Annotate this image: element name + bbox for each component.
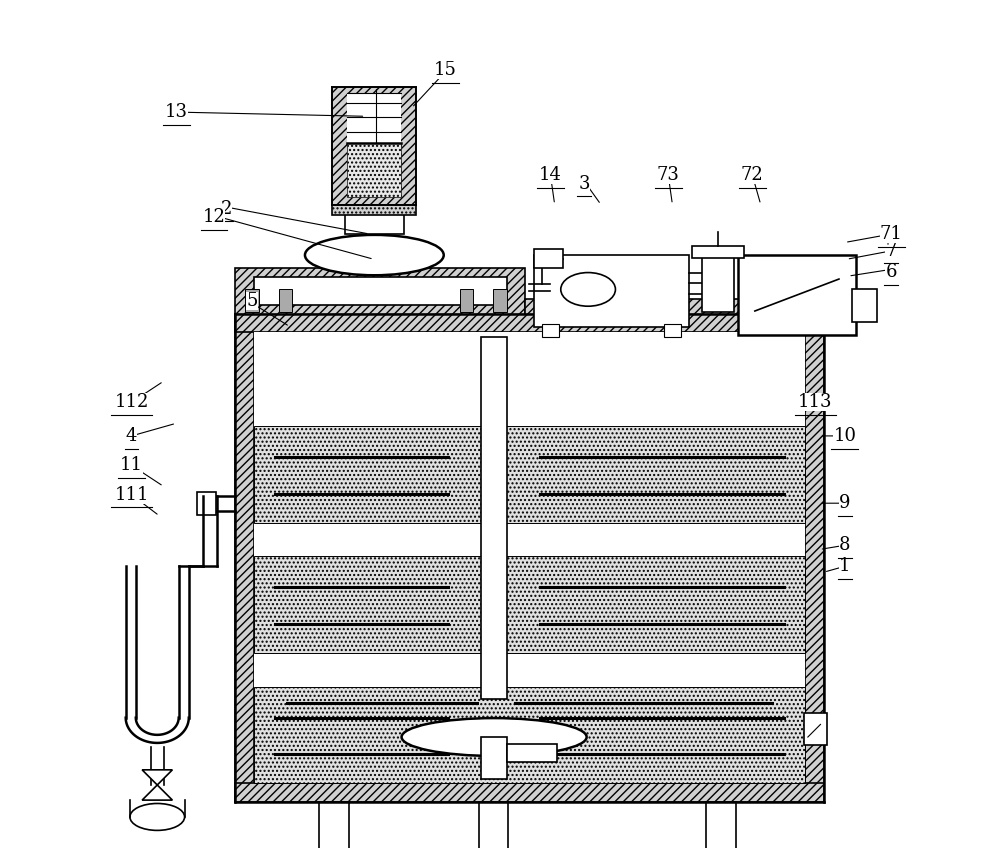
- Bar: [345, 204, 404, 234]
- Bar: [805, 314, 824, 802]
- Bar: [706, 802, 736, 855]
- Text: 73: 73: [657, 166, 680, 184]
- Bar: [254, 277, 507, 304]
- Bar: [254, 557, 805, 653]
- Bar: [279, 289, 292, 312]
- Bar: [507, 744, 557, 763]
- Bar: [664, 324, 681, 337]
- Text: 12: 12: [203, 209, 225, 227]
- Text: 8: 8: [839, 536, 851, 554]
- Bar: [525, 299, 824, 314]
- Bar: [347, 94, 401, 197]
- Text: 13: 13: [165, 103, 188, 121]
- Text: 10: 10: [833, 427, 856, 445]
- Text: 6: 6: [885, 262, 897, 281]
- Bar: [235, 314, 254, 802]
- Bar: [254, 426, 805, 522]
- Bar: [481, 337, 507, 699]
- Text: 4: 4: [126, 427, 137, 445]
- Text: 2: 2: [221, 200, 232, 218]
- Bar: [254, 333, 805, 783]
- Text: 72: 72: [741, 166, 764, 184]
- Text: 15: 15: [434, 61, 457, 79]
- Text: 3: 3: [578, 174, 590, 192]
- Bar: [245, 289, 259, 312]
- Bar: [534, 249, 563, 268]
- Text: 1: 1: [839, 557, 851, 575]
- Bar: [332, 87, 416, 204]
- Ellipse shape: [402, 718, 587, 756]
- Bar: [481, 737, 507, 779]
- Bar: [460, 289, 473, 312]
- Text: 112: 112: [114, 393, 149, 411]
- Text: 9: 9: [839, 494, 851, 512]
- Bar: [235, 314, 824, 333]
- Bar: [319, 802, 349, 855]
- Bar: [235, 268, 525, 314]
- Bar: [197, 492, 216, 515]
- Text: 14: 14: [539, 166, 562, 184]
- Polygon shape: [142, 770, 172, 785]
- Bar: [235, 783, 824, 802]
- Text: 5: 5: [246, 292, 258, 310]
- Bar: [804, 713, 827, 746]
- Ellipse shape: [305, 235, 444, 275]
- Bar: [852, 289, 877, 322]
- Text: 71: 71: [880, 225, 903, 243]
- Polygon shape: [142, 785, 172, 800]
- Bar: [347, 144, 401, 197]
- Bar: [542, 324, 559, 337]
- Text: 113: 113: [798, 393, 833, 411]
- Text: 7: 7: [885, 242, 897, 260]
- Bar: [332, 204, 416, 215]
- Text: 111: 111: [114, 486, 149, 504]
- Bar: [479, 802, 508, 855]
- Bar: [534, 255, 689, 327]
- Bar: [493, 289, 507, 312]
- Bar: [702, 253, 734, 312]
- Bar: [738, 255, 856, 335]
- Ellipse shape: [561, 273, 615, 306]
- Ellipse shape: [130, 804, 185, 830]
- Bar: [692, 246, 744, 257]
- Bar: [254, 687, 805, 783]
- Text: 11: 11: [120, 457, 143, 475]
